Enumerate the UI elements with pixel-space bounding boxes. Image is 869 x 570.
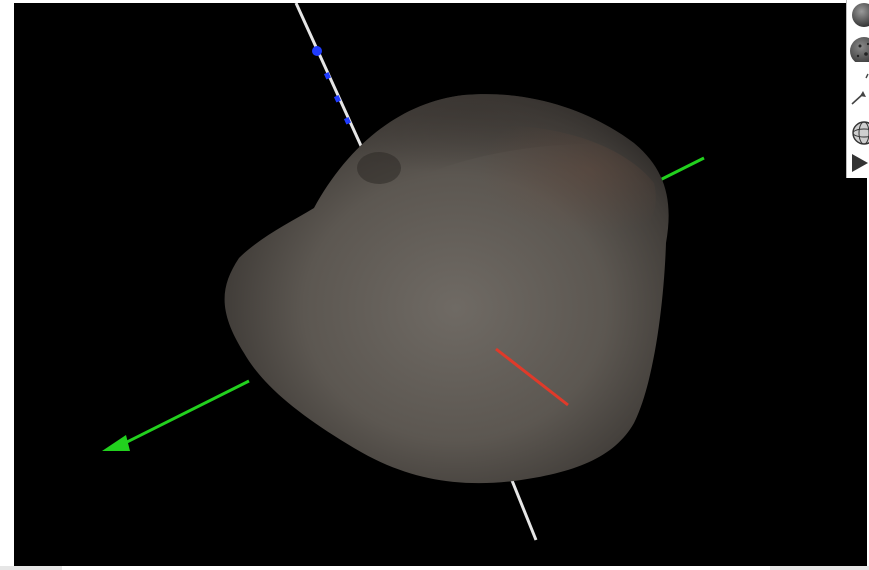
play-rotation-button[interactable] xyxy=(849,150,869,178)
wireframe-view-button[interactable] xyxy=(849,118,869,146)
x-axis xyxy=(495,347,569,407)
z-axis-tick xyxy=(333,95,341,103)
asteroid-crater xyxy=(357,152,401,184)
z-axis-tick xyxy=(323,72,331,80)
play-icon xyxy=(852,154,868,172)
bottom-right-strip xyxy=(770,566,869,570)
asteroid-reddish-tint xyxy=(434,125,656,253)
bottom-left-strip xyxy=(0,566,62,570)
view-toolbar xyxy=(846,0,869,178)
z-axis-marker xyxy=(312,46,322,56)
sphere-wireframe-icon xyxy=(852,121,869,145)
axis-arrow-icon xyxy=(851,73,869,105)
shaded-view-button[interactable] xyxy=(849,2,869,30)
y-axis-front xyxy=(118,379,250,448)
asteroid-scene[interactable] xyxy=(14,3,867,566)
3d-viewer[interactable] xyxy=(14,3,867,566)
sphere-smooth-icon xyxy=(852,3,869,27)
z-axis-bottom xyxy=(507,472,538,541)
sphere-textured-icon xyxy=(850,37,869,62)
y-axis-arrowhead xyxy=(102,435,130,451)
show-axes-button[interactable] xyxy=(849,70,869,114)
textured-view-button[interactable] xyxy=(849,34,869,62)
z-axis-tick xyxy=(343,117,351,125)
